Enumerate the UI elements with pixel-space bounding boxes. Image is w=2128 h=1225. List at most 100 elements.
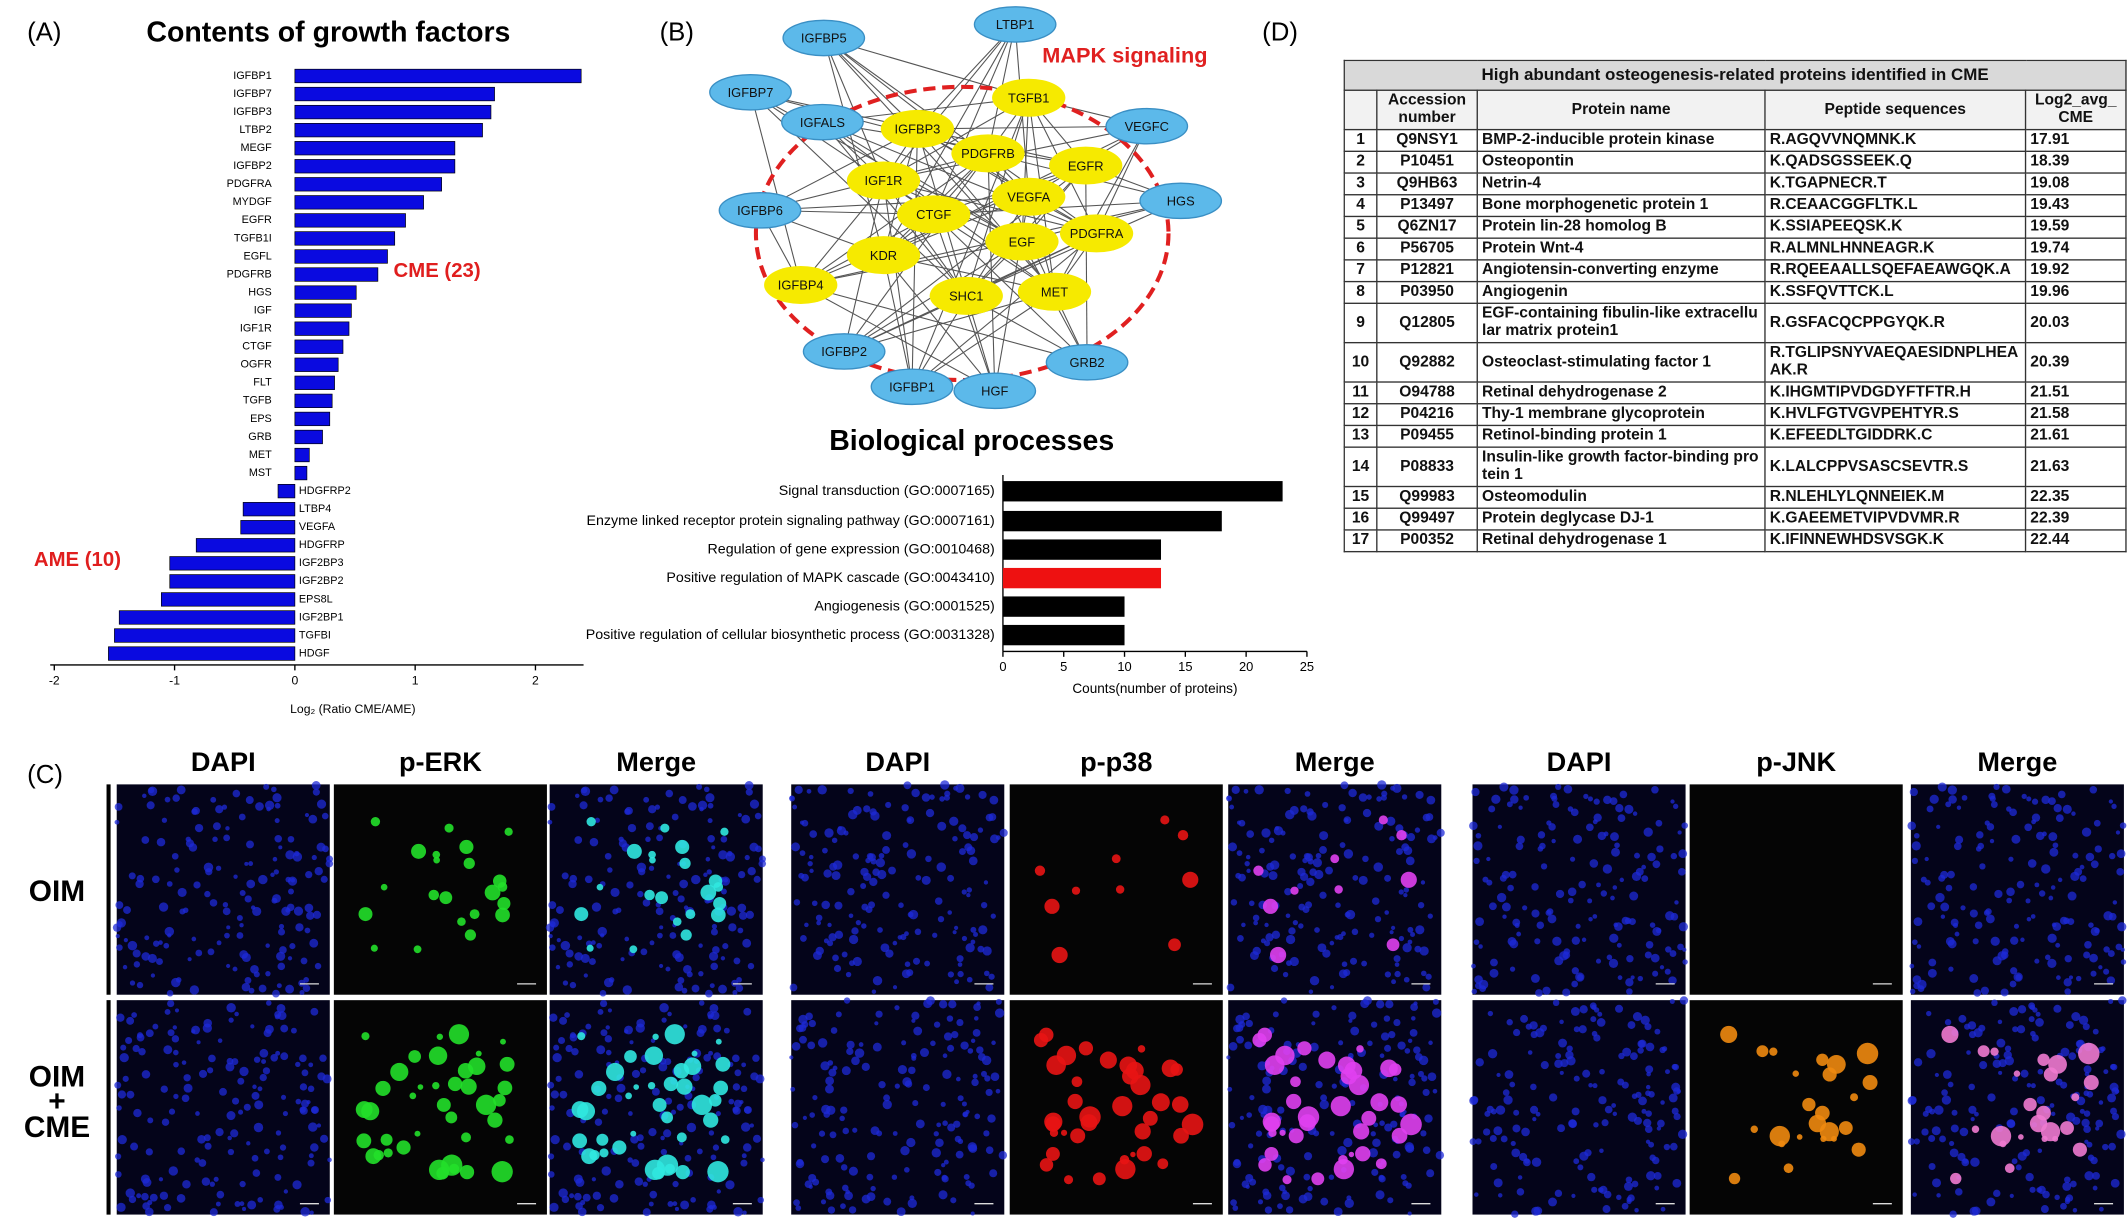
nucleus [1238,873,1246,882]
nucleus [289,943,296,950]
nucleus [930,1040,936,1047]
nucleus [1487,1049,1498,1059]
nucleus [1615,804,1624,813]
micrograph [333,1000,547,1215]
nucleus [1632,811,1638,816]
nucleus [985,1088,993,1097]
signal [1099,1051,1117,1069]
nucleus [745,788,753,796]
nucleus [740,1159,748,1167]
signal [500,1038,506,1045]
nucleus [2047,933,2057,943]
signal [1355,1146,1371,1162]
nucleus [114,819,120,825]
nucleus [133,1108,142,1118]
signal [1071,1076,1083,1088]
signal [586,944,594,952]
table-row: 3 Q9HB63 Netrin-4 K.TGAPNECR.T 19.08 [1343,172,2127,196]
nucleus [738,911,748,920]
nucleus [1407,939,1413,945]
nucleus [846,1040,855,1049]
nucleus [195,949,203,957]
nucleus [1535,989,1543,997]
signal [1045,1146,1060,1161]
panel-label: (C) [27,761,63,789]
nucleus [597,1009,604,1015]
category-label: Signal transduction (GO:0007165) [779,483,995,499]
nucleus [1679,996,1689,1005]
table-cell: Q12805 [1376,302,1478,344]
nucleus [1941,1095,1952,1105]
nucleus [1298,923,1304,929]
category-label: IGF [254,304,272,316]
nucleus [1493,1178,1503,1188]
nucleus [2110,1107,2118,1115]
nucleus [825,1076,835,1086]
nucleus [1482,1128,1491,1136]
nucleus [720,835,728,843]
nucleus [1417,902,1425,909]
nucleus [550,1090,559,1099]
nucleus [1531,883,1539,891]
nucleus [1668,976,1677,985]
nucleus [1420,880,1426,885]
signal [1862,1075,1878,1091]
signal [1375,1158,1387,1170]
nucleus [1484,1110,1491,1117]
nucleus [2083,1090,2090,1097]
signal [1971,1125,1980,1133]
nucleus [938,1190,948,1200]
signal [413,945,422,954]
table-cell: Q99983 [1376,485,1478,509]
table-cell: P03950 [1376,280,1478,304]
nucleus [1253,920,1259,926]
signal [1400,871,1417,888]
signal [2018,1134,2024,1140]
nucleus [193,881,201,889]
table-cell: P08833 [1376,446,1478,488]
nucleus [2050,1111,2056,1117]
nucleus [968,856,978,866]
nucleus [128,872,136,880]
nucleus [2062,1181,2072,1191]
nucleus [1637,1040,1646,1048]
nucleus [1674,900,1679,905]
nucleus [985,1146,994,1154]
nucleus [1659,965,1665,970]
nucleus [1540,863,1548,870]
nucleus [149,1193,158,1202]
nucleus [310,1007,319,1016]
category-label: IGF2BP2 [299,575,344,587]
table-container: High abundant osteogenesis-related prote… [1343,59,2127,553]
table-row: 13 P09455 Retinol-binding protein 1 K.EFEED… [1343,424,2127,448]
table-cell: R.CEAACGGFLTK.L [1764,194,2027,218]
nucleus [960,1041,969,1050]
nucleus [251,1154,259,1162]
signal [1769,1047,1778,1056]
nucleus [794,785,803,794]
nucleus [163,1204,172,1212]
nucleus [824,828,834,838]
nucleus [1244,1041,1253,1050]
nucleus [723,878,728,883]
panel-label: (B) [660,19,694,47]
x-axis-label: Counts(number of proteins) [1072,681,1237,696]
node-label: SHC1 [949,289,983,304]
signal [380,883,388,891]
nucleus [954,925,959,930]
nucleus [2116,867,2125,876]
nucleus [310,1105,319,1114]
nucleus [314,962,322,970]
nucleus [1302,906,1310,914]
nucleus [1367,1040,1373,1047]
nucleus [681,987,688,994]
nucleus [589,837,599,847]
nucleus [2098,1100,2104,1105]
nucleus [1424,1114,1433,1123]
node-label: IGFBP1 [889,380,935,395]
nucleus [891,1174,898,1180]
signal [411,843,427,859]
nucleus [1358,793,1368,802]
nucleus [1368,1148,1378,1158]
